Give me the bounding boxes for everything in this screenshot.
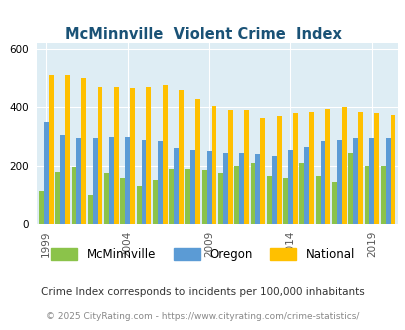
Bar [141,140,146,224]
Bar [292,113,297,224]
Bar [385,138,390,224]
Bar [125,137,130,224]
Bar [136,186,141,224]
Bar [39,191,44,224]
Bar [97,87,102,224]
Bar [130,88,135,224]
Bar [174,148,179,224]
Bar [380,166,385,224]
Bar [260,117,264,224]
Bar [55,172,60,224]
Bar [146,87,151,224]
Bar [243,110,248,224]
Bar [315,176,320,224]
Bar [352,138,357,224]
Bar [303,147,309,224]
Bar [276,116,281,224]
Bar [60,135,65,224]
Bar [179,90,183,224]
Bar [390,115,394,224]
Bar [169,169,174,224]
Bar [104,173,109,224]
Bar [357,112,362,224]
Bar [158,141,162,224]
Bar [320,141,325,224]
Bar [185,169,190,224]
Bar [87,195,92,224]
Bar [331,182,336,224]
Bar [309,112,313,224]
Bar [162,85,167,224]
Bar [206,151,211,224]
Bar [287,150,292,224]
Bar [239,153,243,224]
Bar [255,154,260,224]
Bar [92,138,97,224]
Bar [120,178,125,224]
Bar [109,137,113,224]
Bar [341,107,346,224]
Bar [76,138,81,224]
Bar [81,78,86,224]
Bar [282,178,287,224]
Bar [336,140,341,224]
Bar [217,173,222,224]
Bar [65,75,70,224]
Bar [234,166,239,224]
Bar [373,113,378,224]
Bar [266,176,271,224]
Bar [113,87,118,224]
Bar [347,153,352,224]
Bar [364,166,369,224]
Bar [44,122,49,224]
Bar [250,163,255,224]
Text: McMinnville  Violent Crime  Index: McMinnville Violent Crime Index [64,27,341,42]
Bar [222,153,227,224]
Bar [211,106,216,224]
Legend: McMinnville, Oregon, National: McMinnville, Oregon, National [46,243,359,265]
Bar [190,150,195,224]
Bar [201,170,206,224]
Text: Crime Index corresponds to incidents per 100,000 inhabitants: Crime Index corresponds to incidents per… [41,287,364,297]
Bar [153,181,158,224]
Bar [195,99,200,224]
Bar [298,163,303,224]
Bar [325,109,330,224]
Text: © 2025 CityRating.com - https://www.cityrating.com/crime-statistics/: © 2025 CityRating.com - https://www.city… [46,312,359,321]
Bar [271,156,276,224]
Bar [49,75,53,224]
Bar [369,138,373,224]
Bar [227,110,232,224]
Bar [71,167,76,224]
